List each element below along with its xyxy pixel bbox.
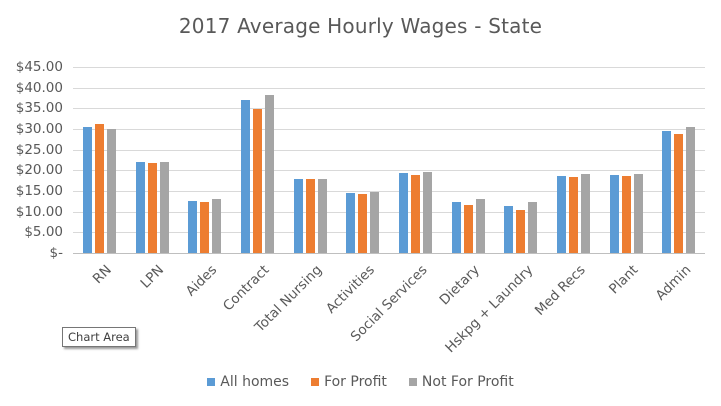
bar-not-for-profit[interactable] <box>422 172 432 253</box>
bar-not-for-profit[interactable] <box>528 202 538 253</box>
bar-for-profit[interactable] <box>410 174 420 253</box>
x-tick-label: Med Recs <box>532 262 590 319</box>
y-tick-label: $40.00 <box>15 79 63 96</box>
bar-all-homes[interactable] <box>240 100 250 253</box>
x-tick-label: Contract <box>220 262 273 315</box>
legend[interactable]: All homes For Profit Not For Profit <box>0 374 721 390</box>
legend-swatch-icon <box>311 378 320 386</box>
bar-not-for-profit[interactable] <box>580 174 590 253</box>
chart-title: 2017 Average Hourly Wages - State <box>178 14 543 38</box>
bar-for-profit[interactable] <box>94 124 104 253</box>
bar-not-for-profit[interactable] <box>475 198 485 253</box>
bar-all-homes[interactable] <box>82 127 92 253</box>
bar-all-homes[interactable] <box>609 174 619 253</box>
bar-all-homes[interactable] <box>504 205 514 253</box>
x-tick-label: Aides <box>182 262 220 300</box>
gridline <box>73 191 705 192</box>
bar-for-profit[interactable] <box>252 109 262 253</box>
x-tick-label: RN <box>90 262 116 288</box>
y-tick-label: $25.00 <box>15 141 63 158</box>
y-tick-label: $5.00 <box>24 224 63 241</box>
x-axis-line <box>73 253 705 254</box>
x-tick-label: Plant <box>605 262 642 298</box>
legend-item[interactable]: Not For Profit <box>408 374 514 390</box>
bar-all-homes[interactable] <box>135 162 145 253</box>
gridline <box>73 67 705 68</box>
legend-label: Not For Profit <box>421 374 514 390</box>
y-tick-label: $35.00 <box>15 100 63 117</box>
bar-not-for-profit[interactable] <box>159 162 169 253</box>
bar-for-profit[interactable] <box>147 162 157 253</box>
y-tick-label: $30.00 <box>15 121 63 137</box>
gridline <box>73 232 705 234</box>
x-tick-label: LPN <box>137 262 168 292</box>
bar-all-homes[interactable] <box>451 202 461 253</box>
bar-not-for-profit[interactable] <box>212 198 222 253</box>
bar-not-for-profit[interactable] <box>686 126 696 253</box>
bar-for-profit[interactable] <box>200 202 210 253</box>
legend-swatch-icon <box>207 378 216 386</box>
chart-area-tooltip: Chart Area <box>62 327 136 347</box>
bar-for-profit[interactable] <box>358 193 368 253</box>
gridline <box>73 170 705 172</box>
gridline <box>73 129 705 130</box>
gridline <box>73 108 705 110</box>
bar-all-homes[interactable] <box>346 192 356 253</box>
x-tick-label: Activities <box>322 262 378 317</box>
y-tick-label: $45.00 <box>15 59 63 75</box>
y-tick-label: $10.00 <box>15 203 63 220</box>
legend-label: For Profit <box>324 374 387 390</box>
plot-area[interactable] <box>73 67 705 254</box>
bar-for-profit[interactable] <box>568 176 578 253</box>
bar-all-homes[interactable] <box>188 201 198 253</box>
y-tick-label: $20.00 <box>15 162 63 179</box>
bar-for-profit[interactable] <box>516 210 526 253</box>
gridline <box>73 87 705 89</box>
y-tick-label: $15.00 <box>15 183 63 199</box>
bar-for-profit[interactable] <box>621 176 631 253</box>
bar-not-for-profit[interactable] <box>317 179 327 253</box>
bar-all-homes[interactable] <box>398 173 408 253</box>
x-tick-label: Admin <box>652 262 695 304</box>
legend-label: All homes <box>220 374 290 390</box>
gridline <box>73 149 705 151</box>
y-tick-label: $- <box>49 245 63 261</box>
bar-not-for-profit[interactable] <box>370 191 380 253</box>
bar-all-homes[interactable] <box>556 176 566 253</box>
x-tick-label: Dietary <box>436 262 483 309</box>
bar-not-for-profit[interactable] <box>264 95 274 253</box>
legend-item[interactable]: For Profit <box>311 374 387 390</box>
bar-all-homes[interactable] <box>662 130 672 253</box>
gridline <box>73 211 705 213</box>
bar-not-for-profit[interactable] <box>633 174 643 253</box>
bar-for-profit[interactable] <box>305 179 315 253</box>
bar-all-homes[interactable] <box>293 179 303 253</box>
legend-item[interactable]: All homes <box>207 374 289 390</box>
legend-swatch-icon <box>408 378 417 386</box>
bar-not-for-profit[interactable] <box>106 129 116 253</box>
bar-for-profit[interactable] <box>463 205 473 253</box>
bar-for-profit[interactable] <box>674 133 684 253</box>
